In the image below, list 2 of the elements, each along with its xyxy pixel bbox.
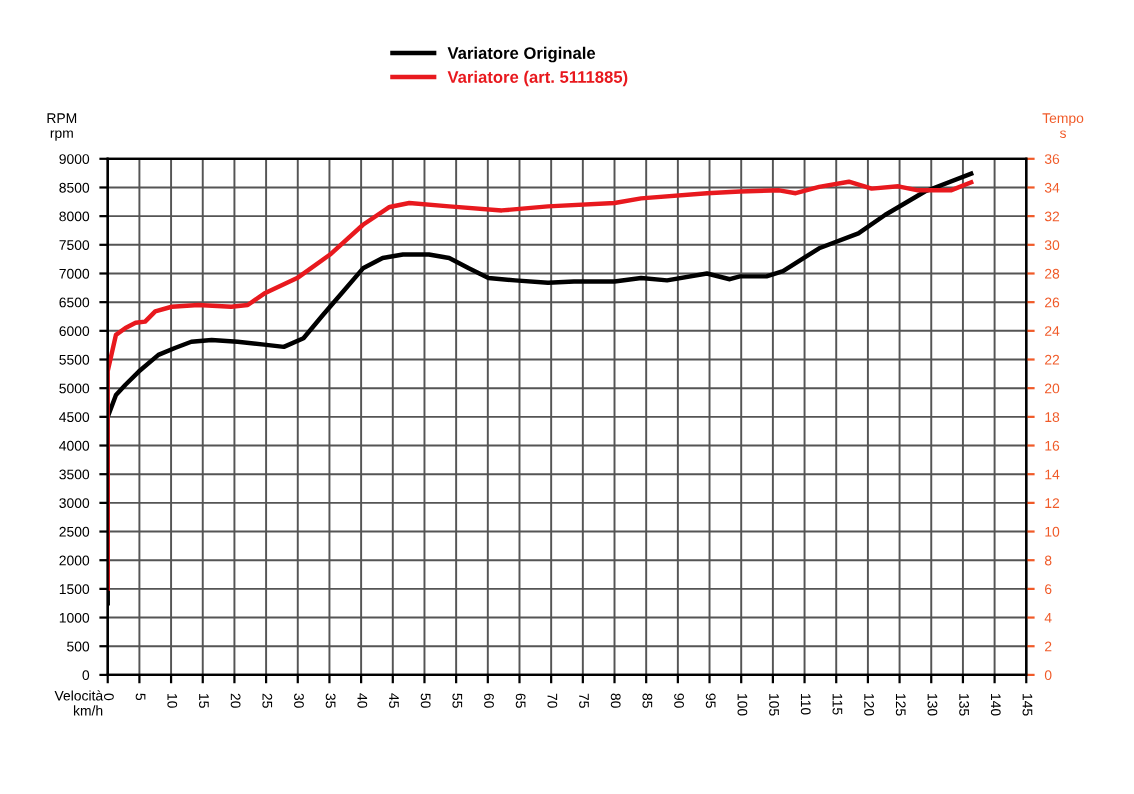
legend-label: Variatore Originale [447,46,596,63]
legend-label: Variatore (art. 5111885) [447,70,628,87]
